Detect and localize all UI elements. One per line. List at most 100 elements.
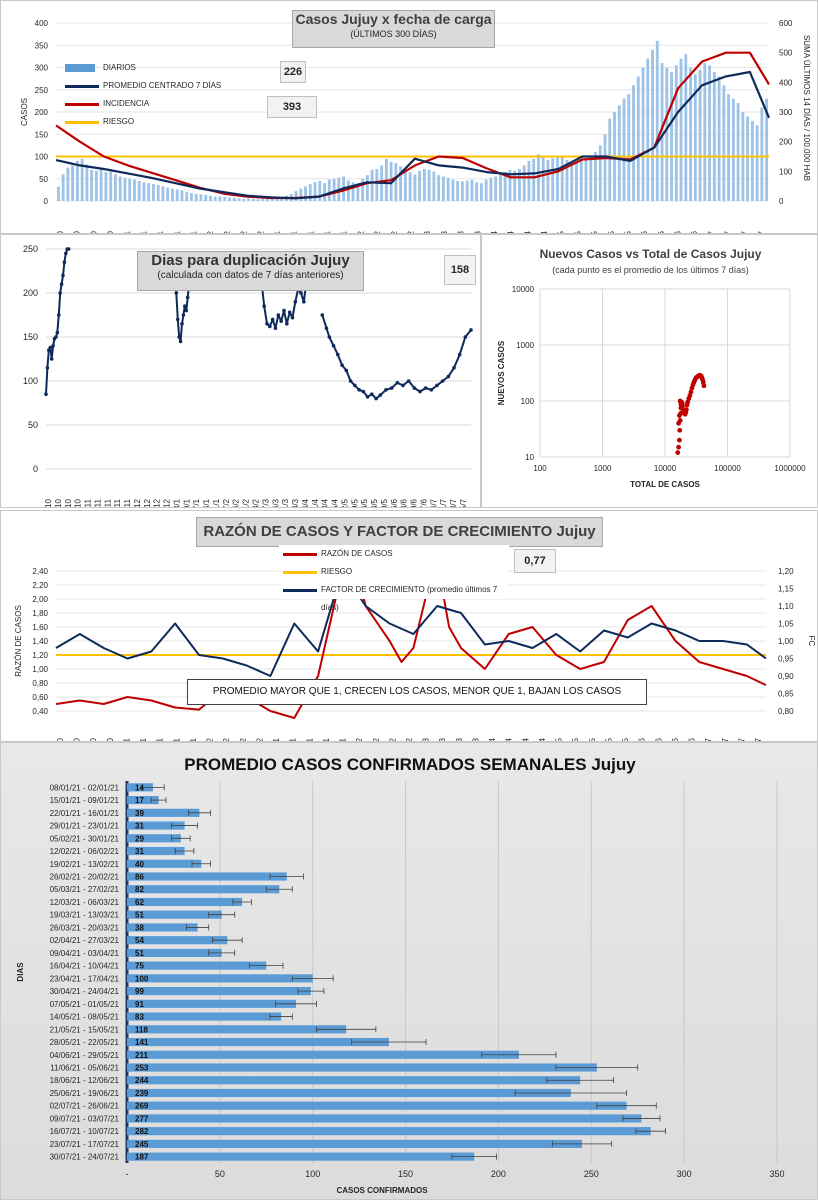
doubling-point <box>58 291 62 295</box>
x-tick-label: 6/12 <box>206 737 215 742</box>
x-tick-label: 29/11 <box>190 230 199 234</box>
x-tick-label: 18/10 <box>89 737 98 742</box>
x-tick-label: 30/5 <box>623 230 632 234</box>
y2-tick-label: 0,85 <box>778 690 794 699</box>
doubling-point <box>51 344 55 348</box>
doubling-point <box>177 335 181 339</box>
doubling-days-chart-panel: 0 50 100 150 200 250 4/1011/1018/1025/101/118/… <box>0 234 481 508</box>
x-tick-label: 24/1 <box>323 230 332 234</box>
x-tick-label: 24/1 <box>322 737 331 742</box>
x-tick-label: 7/2 <box>356 230 365 234</box>
y-axis-label: NUEVOS CASOS <box>497 340 506 405</box>
daily-bar <box>80 158 84 201</box>
doubling-point <box>440 379 445 383</box>
x-tick-label: 18/10 <box>89 230 98 234</box>
doubling-point <box>374 396 378 401</box>
doubling-point <box>370 392 374 396</box>
x-tick-label: 27/6 <box>688 737 697 742</box>
weekly-bar <box>127 821 185 830</box>
x-tick-label: 30/5 <box>380 498 389 508</box>
x-tick-label: 4/4 <box>301 498 310 508</box>
doubling-point <box>273 326 278 330</box>
daily-bar <box>518 168 521 201</box>
daily-bar <box>180 190 184 201</box>
daily-bar <box>674 65 678 202</box>
chart-legend: DIARIOS PROMEDIO CENTRADO 7 DÍAS INCIDEN… <box>61 59 261 131</box>
category-label: 04/06/21 - 29/05/21 <box>50 1051 120 1060</box>
legend-item-riesgo: RIESGO <box>279 563 509 581</box>
x-tick-label: 7/2 <box>355 737 364 742</box>
doubling-point <box>47 348 51 352</box>
x-tick-label: 9/5 <box>571 737 580 742</box>
daily-bar <box>727 94 731 201</box>
weekly-bar <box>127 1012 282 1021</box>
daily-bar <box>332 178 336 201</box>
doubling-point <box>340 363 344 367</box>
x-tick-label: 24/1 <box>202 498 211 508</box>
x-tick-label: 14/2 <box>232 498 241 508</box>
y-tick-label: 10000 <box>512 285 535 294</box>
y2-tick-label: 300 <box>779 108 793 117</box>
x-axis-label: CASOS CONFIRMADOS <box>336 1186 428 1195</box>
weekly-bar <box>127 834 181 843</box>
y-axis-label: RAZÓN DE CASOS <box>14 605 23 677</box>
daily-bar <box>356 183 360 201</box>
doubling-point <box>268 324 272 329</box>
daily-bar <box>503 172 507 201</box>
x-tick-label: 7/3 <box>261 498 270 508</box>
x-tick-label: 6/6 <box>638 737 647 742</box>
x-tick-label: 13/6 <box>657 230 666 234</box>
x-tick-label: 11/7 <box>721 737 730 742</box>
daily-bar <box>280 197 284 201</box>
doubling-point <box>384 388 388 392</box>
data-label: 38 <box>135 923 144 932</box>
doubling-point <box>44 392 48 396</box>
daily-bar <box>118 176 122 201</box>
y2-tick-label: 0 <box>779 197 784 206</box>
category-label: 18/06/21 - 12/06/21 <box>50 1076 120 1085</box>
weekly-bar <box>127 846 185 856</box>
weekly-bar <box>127 872 287 881</box>
x-tick-label: 14/3 <box>438 737 447 742</box>
y-tick-label: 50 <box>39 175 48 184</box>
x-tick-label: 20/6 <box>674 230 683 234</box>
daily-bar <box>346 180 350 201</box>
daily-bar <box>166 187 170 201</box>
daily-bar <box>627 94 631 201</box>
x-tick-label: 17/1 <box>192 498 201 508</box>
x-tick-label: 11/7 <box>724 230 733 234</box>
doubling-point <box>395 380 400 385</box>
x-tick-label: 11/4 <box>311 498 320 508</box>
weekly-cases-chart: - 50 100 150 200 250 300 350 CASOS CONFIRMADOS DI… <box>16 781 785 1195</box>
y-tick-label: 100 <box>521 397 535 406</box>
x-tick-label: 29/11 <box>189 737 198 742</box>
daily-bar <box>66 167 70 201</box>
daily-bar <box>422 168 426 201</box>
weekly-bar <box>127 859 202 868</box>
x-tick-label: 25/7 <box>459 498 468 508</box>
doubling-point <box>469 328 473 332</box>
daily-bar <box>603 134 607 201</box>
x-tick-label: 11/10 <box>73 230 82 234</box>
doubling-point <box>378 393 383 397</box>
category-label: 22/01/21 - 16/01/21 <box>50 809 120 818</box>
chart-subtitle: (calculada con datos de 7 días anteriore… <box>157 270 344 281</box>
x-tick-label: 4/10 <box>44 498 53 508</box>
daily-bar <box>489 177 493 201</box>
x-tick-label: - <box>126 1169 129 1179</box>
x-tick-label: 11/10 <box>54 498 63 508</box>
daily-bar <box>242 198 246 201</box>
daily-bar <box>251 198 255 201</box>
x-tick-label: 250 <box>584 1169 599 1179</box>
category-label: 07/05/21 - 01/05/21 <box>50 1000 120 1009</box>
daily-bar <box>541 157 545 201</box>
daily-bar <box>228 197 231 201</box>
y-tick-label: 0,80 <box>32 679 48 688</box>
doubling-point <box>353 383 357 388</box>
x-tick-label: 4/7 <box>429 498 438 508</box>
y2-tick-label: 0,90 <box>778 672 794 681</box>
daily-bar <box>161 186 165 201</box>
daily-bar <box>270 198 274 201</box>
x-tick-label: 16/5 <box>360 498 369 508</box>
daily-bar <box>147 183 151 201</box>
